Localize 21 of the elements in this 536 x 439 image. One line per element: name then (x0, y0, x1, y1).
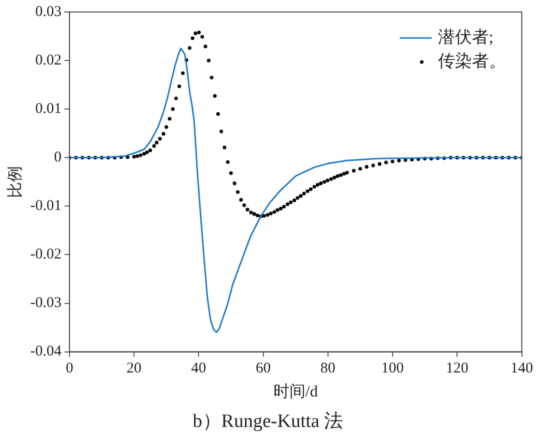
legend-label: 潜伏者; (438, 27, 494, 46)
x-tick-label: 80 (320, 360, 336, 377)
y-tick-label: -0.04 (30, 344, 62, 360)
y-axis-title: 比例 (6, 166, 24, 198)
x-tick-label: 120 (446, 360, 468, 377)
text: b）Runge-Kutta 法 (192, 410, 344, 434)
y-tick-label: -0.02 (30, 246, 62, 263)
legend-label: 传染者。 (438, 51, 506, 70)
y-tick-label: -0.01 (30, 198, 62, 214)
y-tick-label: -0.03 (30, 295, 62, 312)
x-axis-title: 时间/d (273, 382, 318, 401)
y-tick-label: 0.03 (35, 4, 62, 20)
x-tick-label: 20 (126, 360, 142, 377)
y-tick-label: 0.02 (35, 52, 62, 68)
y-tick-label: 0.01 (35, 101, 62, 118)
x-tick-label: 40 (191, 360, 206, 377)
x-tick-label: 100 (381, 360, 404, 377)
x-tick-label: 0 (66, 360, 74, 377)
y-tick-label: 0 (54, 150, 62, 166)
x-tick-label: 140 (510, 360, 533, 377)
x-tick-label: 60 (256, 360, 271, 377)
